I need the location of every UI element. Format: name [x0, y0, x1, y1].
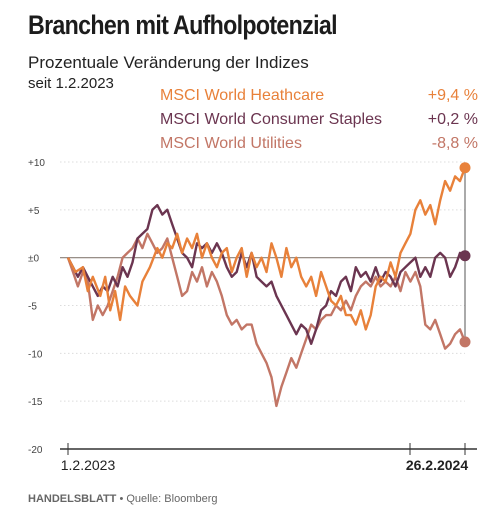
legend-value: -8,8 % [431, 135, 478, 152]
chart-subtitle: Prozentuale Veränderung der Indizes [28, 53, 309, 72]
legend-label: MSCI World Consumer Staples [160, 111, 382, 128]
y-tick-label: -10 [28, 349, 43, 360]
x-tick-label-end: 26.2.2024 [406, 457, 468, 473]
series-line [66, 167, 467, 331]
series-end-point [459, 162, 471, 174]
series-end-point [459, 336, 471, 348]
y-tick-label: ±0 [28, 254, 39, 265]
since-date-label: seit 1.2.2023 [28, 75, 114, 92]
y-tick-label: -15 [28, 397, 43, 408]
publisher-brand: HANDELSBLATT [28, 493, 117, 505]
legend-label: MSCI World Heathcare [160, 87, 325, 104]
y-tick-label: +5 [28, 206, 40, 217]
chart-title: Branchen mit Aufholpotenzial [28, 10, 338, 40]
series-line [66, 203, 466, 345]
y-tick-label: +10 [28, 158, 45, 169]
x-tick-label: 1.2.2023 [61, 457, 116, 473]
legend-value: +0,2 % [427, 111, 478, 128]
series-end-point [459, 250, 471, 262]
source-label: Quelle: [126, 493, 162, 505]
series-line [66, 232, 467, 408]
footer-separator: • [116, 493, 127, 505]
legend-label: MSCI World Utilities [160, 135, 302, 152]
y-tick-label: -5 [28, 302, 37, 313]
legend-value: +9,4 % [427, 87, 478, 104]
source-name: Bloomberg [164, 493, 218, 505]
footer-source: HANDELSBLATT • Quelle: Bloomberg [28, 493, 218, 505]
y-tick-label: -20 [28, 445, 43, 456]
